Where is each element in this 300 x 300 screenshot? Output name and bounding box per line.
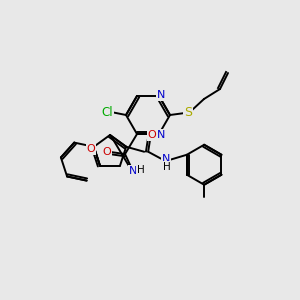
- Text: N: N: [157, 90, 165, 100]
- Text: Cl: Cl: [101, 106, 113, 118]
- Text: H: H: [137, 165, 145, 175]
- Text: N: N: [157, 130, 165, 140]
- Text: O: O: [103, 147, 111, 157]
- Text: N: N: [129, 166, 137, 176]
- Text: O: O: [148, 130, 157, 140]
- Text: N: N: [162, 154, 170, 164]
- Text: S: S: [184, 106, 192, 119]
- Text: H: H: [163, 162, 171, 172]
- Text: O: O: [86, 144, 95, 154]
